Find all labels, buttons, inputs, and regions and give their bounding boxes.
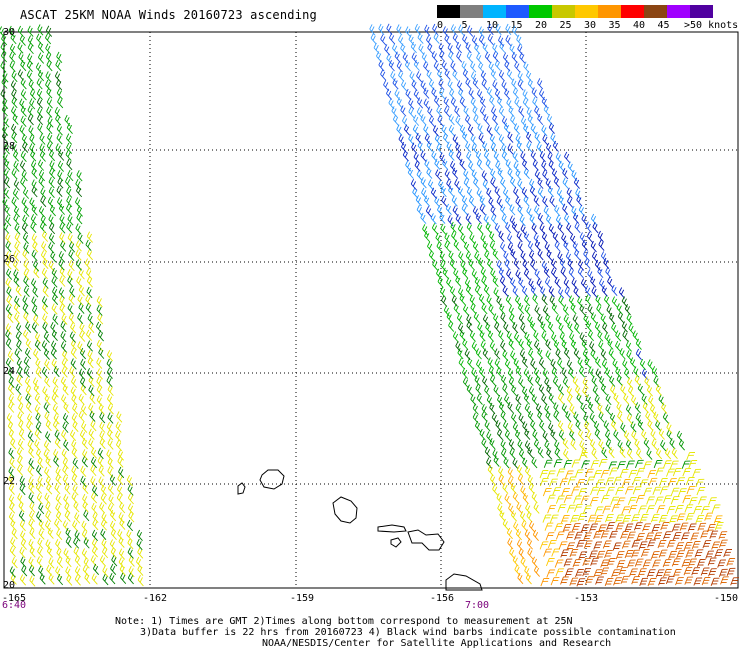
wind-speed-legend: 0 5 10 15 20 25 30 35 40 45	[437, 5, 713, 31]
legend-swatch	[529, 5, 552, 18]
note-line: Note: 1) Times are GMT 2)Times along bot…	[115, 616, 573, 627]
island-kauai	[259, 469, 285, 490]
legend-label: 5	[461, 20, 468, 31]
lat-label: 22	[3, 476, 16, 487]
legend-label: 15	[510, 20, 523, 31]
wind-barb-group	[560, 522, 736, 587]
legend-unit: >50 knots	[684, 20, 739, 31]
lat-label: 20	[3, 580, 16, 591]
lat-label: 30	[3, 27, 16, 38]
time-label-left: 6:40	[2, 600, 27, 611]
legend-swatch	[598, 5, 621, 18]
wind-barb-group	[369, 23, 553, 128]
wind-barb-group	[0, 24, 83, 235]
lon-label: -153	[574, 593, 599, 604]
legend-swatch	[644, 5, 667, 18]
legend-label: 25	[559, 20, 572, 31]
legend-swatch	[552, 5, 575, 18]
legend-swatch	[667, 5, 690, 18]
note-line: 3)Data buffer is 22 hrs from 20160723 4)…	[140, 627, 676, 638]
legend-swatch	[690, 5, 713, 18]
island-maui	[407, 529, 445, 551]
island-molokai	[377, 524, 407, 533]
legend-label: 35	[608, 20, 621, 31]
wind-barb-group	[422, 221, 658, 380]
legend-label: 45	[657, 20, 670, 31]
note-line: NOAA/NESDIS/Center for Satellite Applica…	[262, 638, 612, 649]
lon-label: -156	[430, 593, 455, 604]
lat-label: 28	[3, 141, 16, 152]
legend-swatch	[506, 5, 529, 18]
wind-barb-group	[487, 374, 724, 531]
wind-barb-group	[498, 467, 723, 524]
hawaii-islands	[237, 469, 483, 591]
legend-swatch	[460, 5, 483, 18]
wind-barb-group	[507, 520, 568, 587]
wind-barb-group	[462, 374, 691, 470]
legend-label: 10	[486, 20, 499, 31]
legend-swatch	[483, 5, 506, 18]
wind-barb-group	[5, 320, 143, 586]
wind-barb-group	[441, 293, 631, 470]
island-oahu	[332, 496, 358, 524]
wind-barb-group	[398, 122, 648, 380]
lon-label: -150	[714, 593, 739, 604]
island-niihau	[237, 482, 246, 495]
legend-labels: 0 5 10 15 20 25 30 35 40 45	[437, 20, 740, 34]
wind-barb-group	[498, 221, 625, 299]
lon-label: -165	[2, 593, 27, 604]
legend-label: 0	[437, 20, 444, 31]
wind-barb-group	[5, 232, 103, 325]
lat-label: 26	[3, 254, 16, 265]
right-swath-barbs	[369, 23, 740, 587]
legend-swatch	[575, 5, 598, 18]
map-frame	[3, 31, 739, 589]
lat-label: 24	[3, 366, 16, 377]
wind-barb-group	[378, 23, 618, 299]
legend-swatch	[437, 5, 460, 18]
wind-barb-group	[0, 25, 83, 235]
lon-label: -162	[143, 593, 168, 604]
legend-swatch	[621, 5, 644, 18]
legend-color-bar	[437, 5, 713, 18]
legend-label: 40	[633, 20, 646, 31]
legend-label: 20	[535, 20, 548, 31]
left-swath-barbs	[0, 24, 144, 587]
grid-lines	[4, 32, 738, 588]
wind-barb-group	[396, 122, 597, 227]
wind-barb-group	[506, 520, 565, 585]
island-hawaii	[445, 573, 483, 591]
time-label-right: 7:00	[465, 600, 490, 611]
wind-barb-group	[5, 230, 144, 587]
legend-label: 30	[584, 20, 597, 31]
island-lanai	[390, 537, 402, 548]
wind-barb-group	[560, 522, 740, 587]
map-title: ASCAT 25KM NOAA Winds 20160723 ascending	[20, 8, 317, 22]
lon-label: -159	[290, 593, 315, 604]
